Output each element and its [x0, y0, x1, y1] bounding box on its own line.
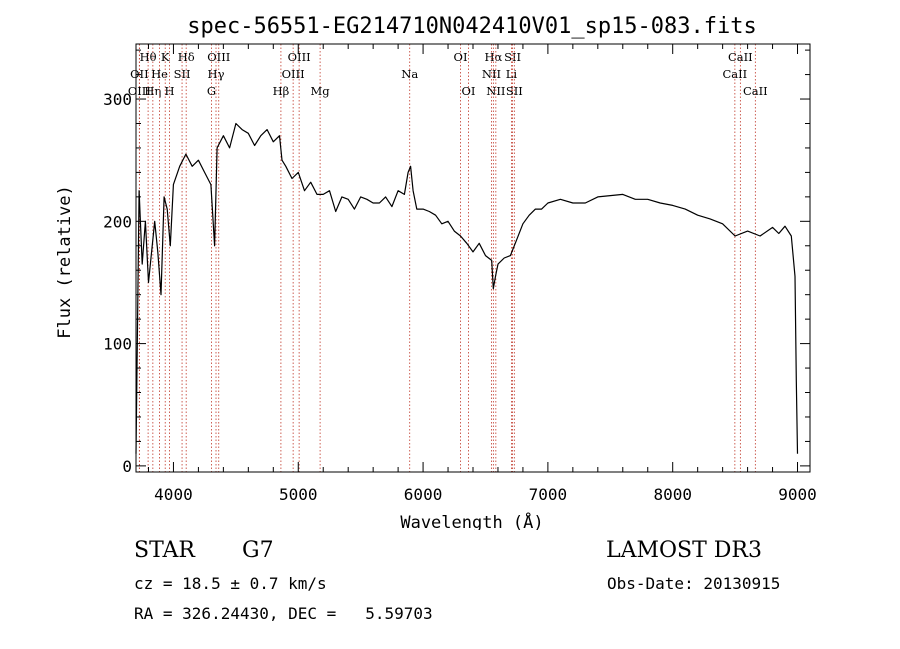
spectral-line-label-7: Hδ [178, 50, 195, 64]
object-class: STAR [134, 538, 195, 563]
spectral-line-label-14: Hβ [273, 84, 290, 98]
x-axis-label: Wavelength (Å) [400, 511, 543, 530]
x-tick-label-5: 9000 [778, 485, 817, 504]
redshift-cz: cz = 18.5 ± 0.7 km/s [134, 574, 327, 593]
spectral-line-label-19: Hα [484, 50, 502, 64]
spectral-line-label-25: CaII [728, 50, 753, 64]
spectral-line-label-4: K [161, 50, 170, 64]
spectral-line-label-5: He [151, 67, 168, 81]
spectral-line-label-3: Hη [144, 84, 161, 98]
plot-frame [135, 43, 811, 473]
spectral-line-label-1: OII [130, 67, 149, 81]
x-tick-label-1: 5000 [279, 485, 318, 504]
chart-title: spec-56551-EG214710N042410V01_sp15-083.f… [187, 14, 757, 39]
spectral-line-label-6: H [165, 84, 175, 98]
spectral-line-label-18: OI [462, 84, 476, 98]
y-axis-label: Flux (relative) [55, 185, 75, 339]
coordinates: RA = 326.24430, DEC = 5.59703 [134, 604, 433, 623]
spectral-line-label-10: Hγ [208, 67, 225, 81]
x-tick-label-0: 4000 [154, 485, 193, 504]
observation-date: Obs-Date: 20130915 [607, 574, 781, 593]
spectral-line-label-12: OIII [288, 50, 311, 64]
x-tick-label-3: 7000 [529, 485, 568, 504]
spectral-line-label-26: CaII [722, 67, 747, 81]
spectral-line-label-21: NII [482, 67, 501, 81]
spectral-line-label-27: CaII [743, 84, 768, 98]
spectral-line-label-17: OI [454, 50, 468, 64]
spectral-line-label-8: SII [174, 67, 191, 81]
x-tick-label-4: 8000 [653, 485, 692, 504]
spectral-line-label-20: SII [504, 50, 521, 64]
object-subclass: G7 [242, 538, 274, 563]
series-line-0 [135, 122, 799, 454]
series-layer [135, 122, 799, 454]
spectral-line-label-23: NII [486, 84, 505, 98]
spectral-line-label-15: Mg [311, 84, 331, 98]
spectral-line-label-2: OIII [128, 84, 151, 98]
spectral-line-label-0: Hθ [140, 50, 157, 64]
y-tick-label-0: 0 [122, 457, 132, 476]
spectrum-plot: spec-56551-EG214710N042410V01_sp15-083.f… [55, 14, 817, 533]
spectral-line-label-11: G [207, 84, 216, 98]
axis-ticks: 4000 5000 6000 7000 8000 9000 0 100 200 300 [103, 44, 817, 504]
spectral-line-label-16: Na [401, 67, 418, 81]
spectral-line-label-9: OIII [207, 50, 230, 64]
y-tick-label-2: 200 [103, 212, 132, 231]
y-tick-label-1: 100 [103, 335, 132, 354]
y-tick-label-3: 300 [103, 90, 132, 109]
survey-name: LAMOST DR3 [606, 538, 762, 563]
spectral-line-label-22: Li [506, 67, 518, 81]
spectral-line-label-13: OIII [282, 67, 305, 81]
spectral-line-label-24: SII [506, 84, 523, 98]
x-tick-label-2: 6000 [404, 485, 443, 504]
